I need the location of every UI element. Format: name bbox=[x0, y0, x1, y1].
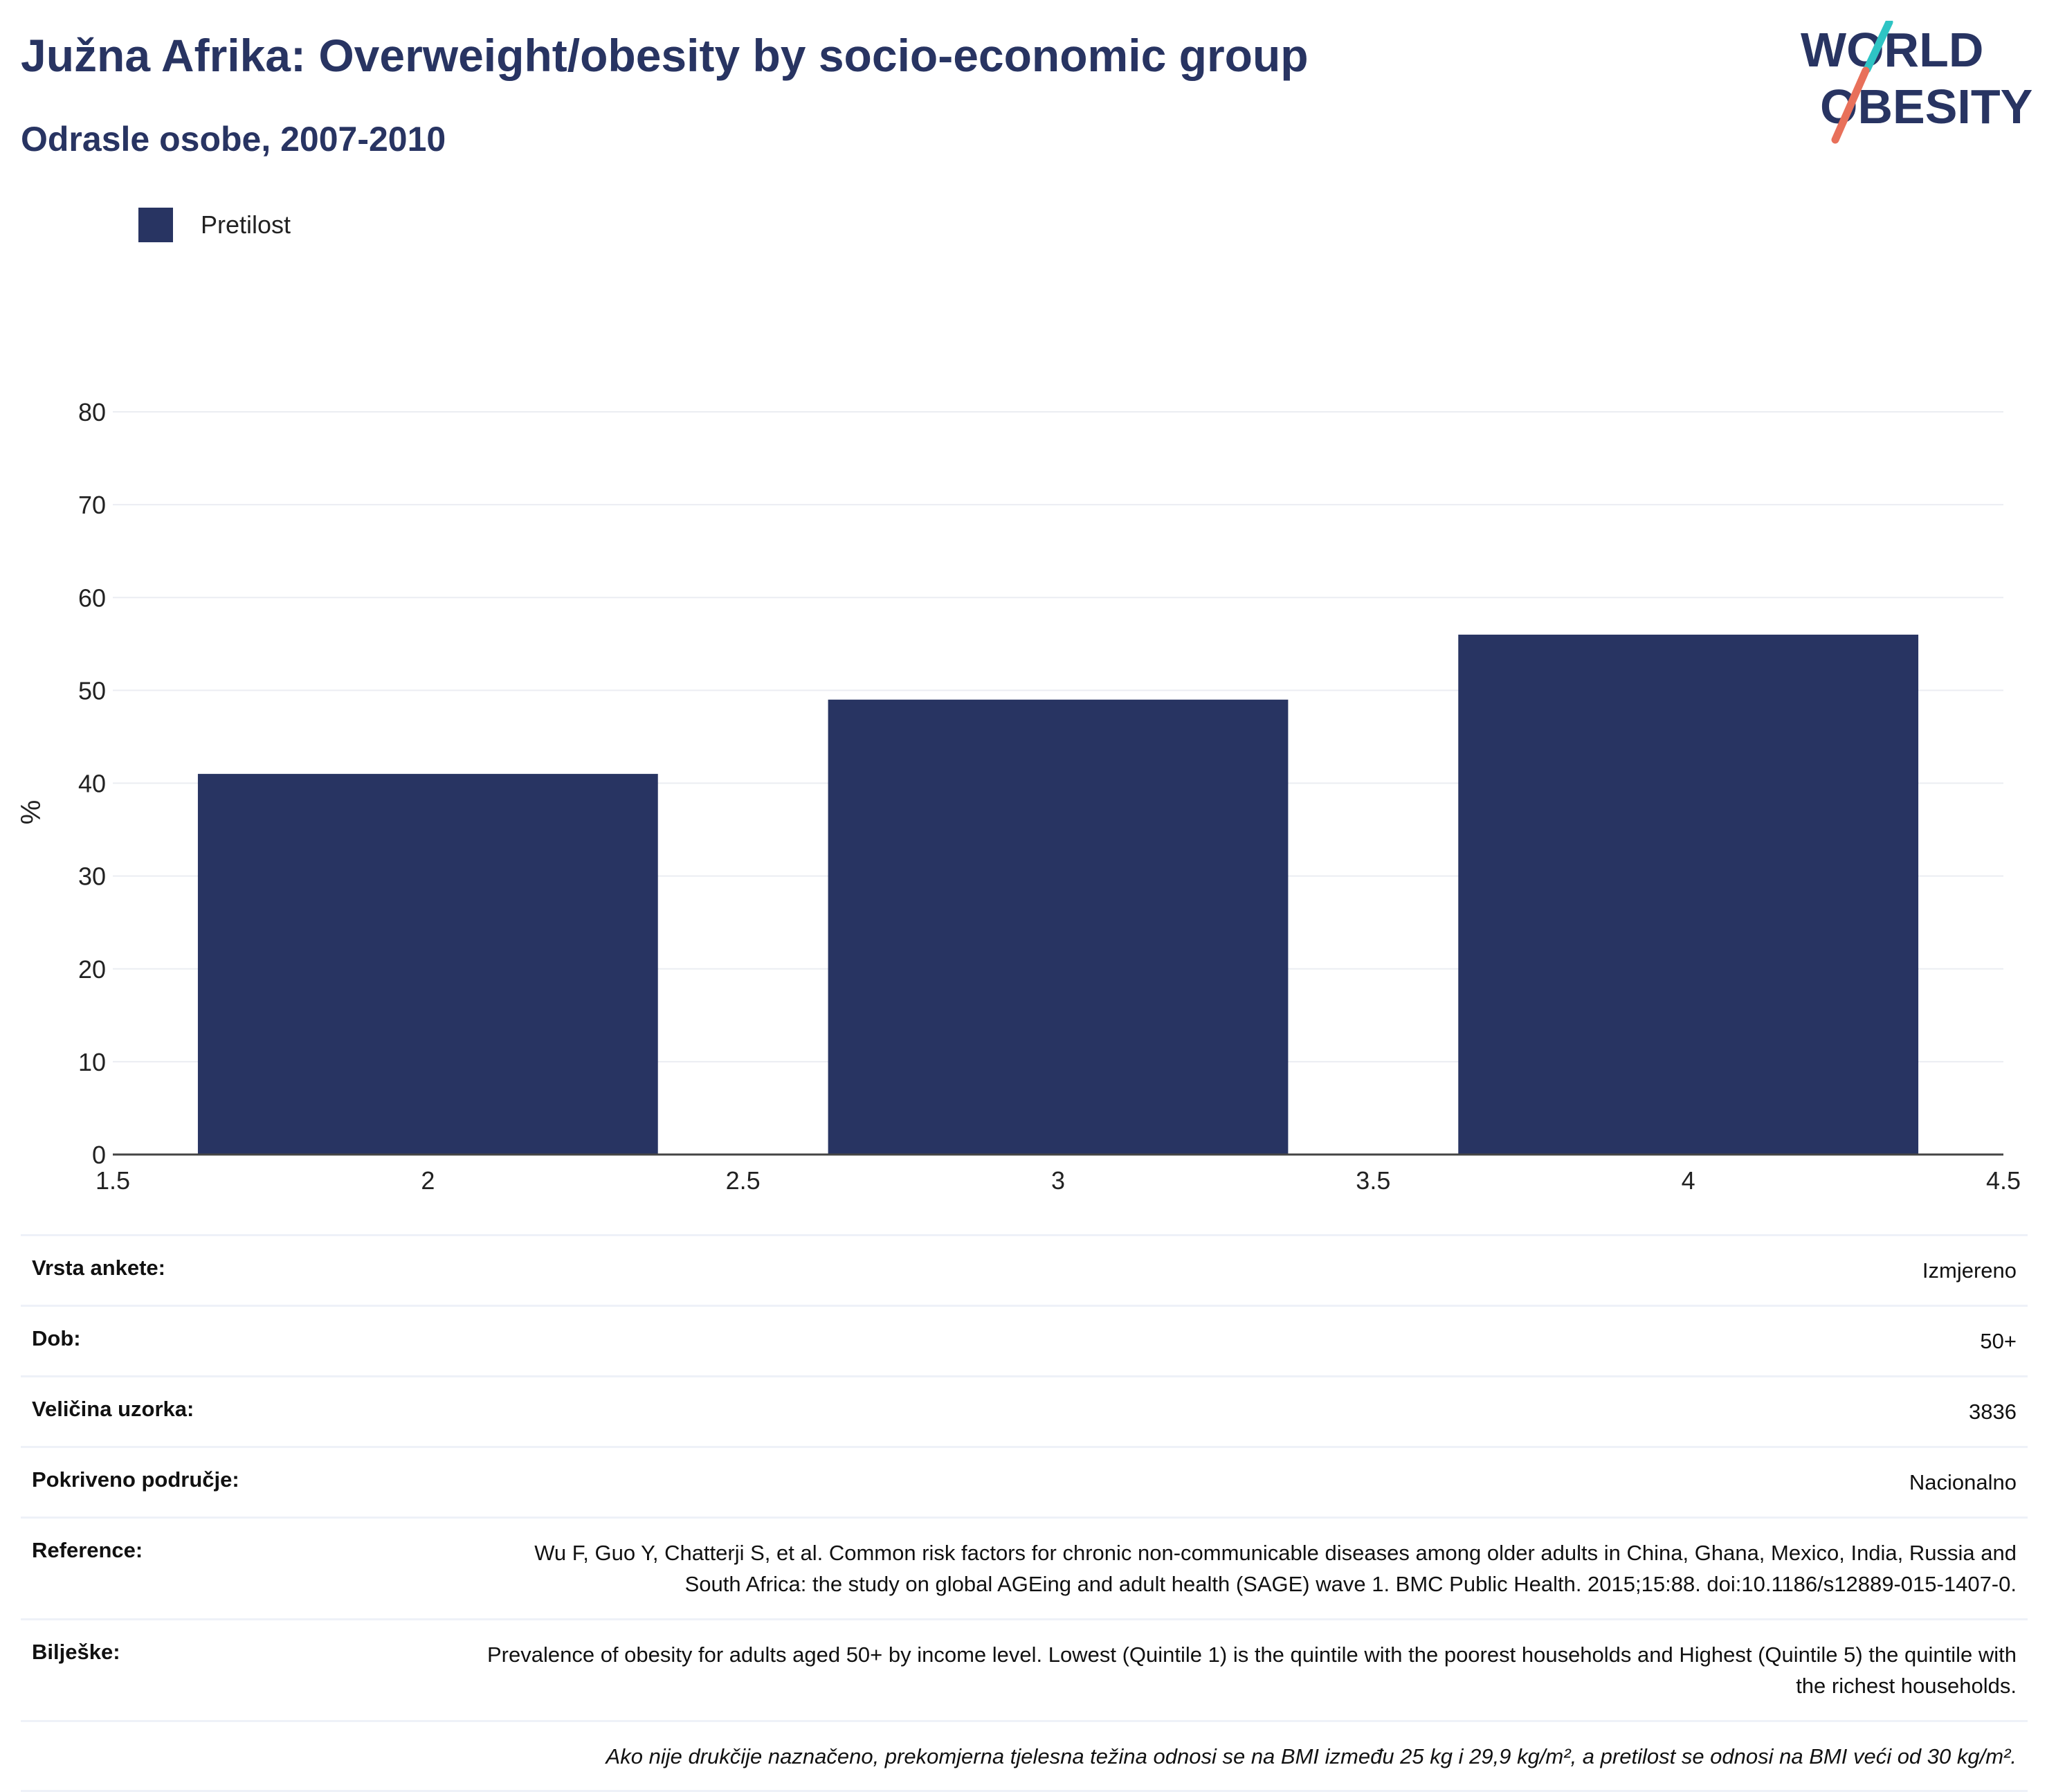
meta-key: Pokriveno područje: bbox=[32, 1467, 239, 1492]
bmi-footnote: Ako nije drukčije naznačeno, prekomjerna… bbox=[606, 1741, 2017, 1773]
meta-row-age: Dob: 50+ bbox=[21, 1305, 2028, 1375]
y-tick-label: 20 bbox=[78, 955, 106, 984]
world-obesity-logo: WORLD OBESITY bbox=[1799, 21, 2035, 145]
legend-swatch bbox=[138, 208, 173, 242]
meta-value: Izmjereno bbox=[1922, 1256, 2017, 1287]
x-tick-label: 2.5 bbox=[726, 1166, 761, 1191]
meta-row-survey-type: Vrsta ankete: Izmjereno bbox=[21, 1234, 2028, 1305]
bars bbox=[198, 635, 1918, 1155]
y-tick-label: 60 bbox=[78, 583, 106, 612]
x-tick-label: 1.5 bbox=[95, 1166, 130, 1191]
meta-row-coverage: Pokriveno područje: Nacionalno bbox=[21, 1446, 2028, 1517]
meta-key: Vrsta ankete: bbox=[32, 1256, 165, 1280]
logo-word-world: WORLD bbox=[1801, 23, 1983, 77]
page-title: Južna Afrika: Overweight/obesity by soci… bbox=[21, 29, 1309, 82]
chart-legend: Pretilost bbox=[138, 204, 291, 246]
y-tick-label: 40 bbox=[78, 770, 106, 798]
bar[interactable] bbox=[198, 774, 658, 1155]
meta-value: 50+ bbox=[1980, 1326, 2017, 1357]
x-tick-label: 2 bbox=[421, 1166, 435, 1191]
meta-key: Veličina uzorka: bbox=[32, 1397, 194, 1422]
meta-key: Bilješke: bbox=[32, 1640, 120, 1665]
meta-row-notes: Bilješke: Prevalence of obesity for adul… bbox=[21, 1618, 2028, 1720]
y-tick-label: 10 bbox=[78, 1048, 106, 1076]
meta-value: Nacionalno bbox=[1909, 1467, 2017, 1499]
y-axis-label: % bbox=[16, 800, 46, 825]
survey-details-table: Vrsta ankete: Izmjereno Dob: 50+ Veličin… bbox=[21, 1234, 2028, 1792]
x-tick-label: 4 bbox=[1682, 1166, 1695, 1191]
y-tick-label: 50 bbox=[78, 676, 106, 705]
meta-value: Prevalence of obesity for adults aged 50… bbox=[480, 1640, 2017, 1702]
y-tick-label: 0 bbox=[92, 1141, 106, 1169]
x-axis-ticks: 1.5 2 2.5 3 3.5 4 4.5 bbox=[95, 1166, 2021, 1191]
meta-value: Wu F, Guo Y, Chatterji S, et al. Common … bbox=[480, 1538, 2017, 1600]
bar-chart: 0 10 20 30 40 50 60 70 80 1.5 2 2.5 3 3.5 4 4.5 % bbox=[0, 374, 2047, 1191]
x-tick-label: 4.5 bbox=[1986, 1166, 2021, 1191]
meta-row-sample-size: Veličina uzorka: 3836 bbox=[21, 1375, 2028, 1446]
legend-label: Pretilost bbox=[201, 210, 291, 239]
y-tick-label: 80 bbox=[78, 398, 106, 426]
bar[interactable] bbox=[1458, 635, 1918, 1155]
page-subtitle: Odrasle osobe, 2007-2010 bbox=[21, 119, 446, 159]
y-tick-label: 70 bbox=[78, 491, 106, 519]
meta-value: 3836 bbox=[1969, 1397, 2017, 1428]
x-tick-label: 3.5 bbox=[1356, 1166, 1390, 1191]
y-axis-ticks: 0 10 20 30 40 50 60 70 80 bbox=[78, 398, 106, 1169]
bar[interactable] bbox=[828, 700, 1289, 1155]
meta-row-reference: Reference: Wu F, Guo Y, Chatterji S, et … bbox=[21, 1517, 2028, 1618]
y-tick-label: 30 bbox=[78, 862, 106, 891]
x-tick-label: 3 bbox=[1051, 1166, 1065, 1191]
meta-key: Dob: bbox=[32, 1326, 81, 1351]
meta-row-footnote: Ako nije drukčije naznačeno, prekomjerna… bbox=[21, 1720, 2028, 1792]
meta-key: Reference: bbox=[32, 1538, 143, 1563]
